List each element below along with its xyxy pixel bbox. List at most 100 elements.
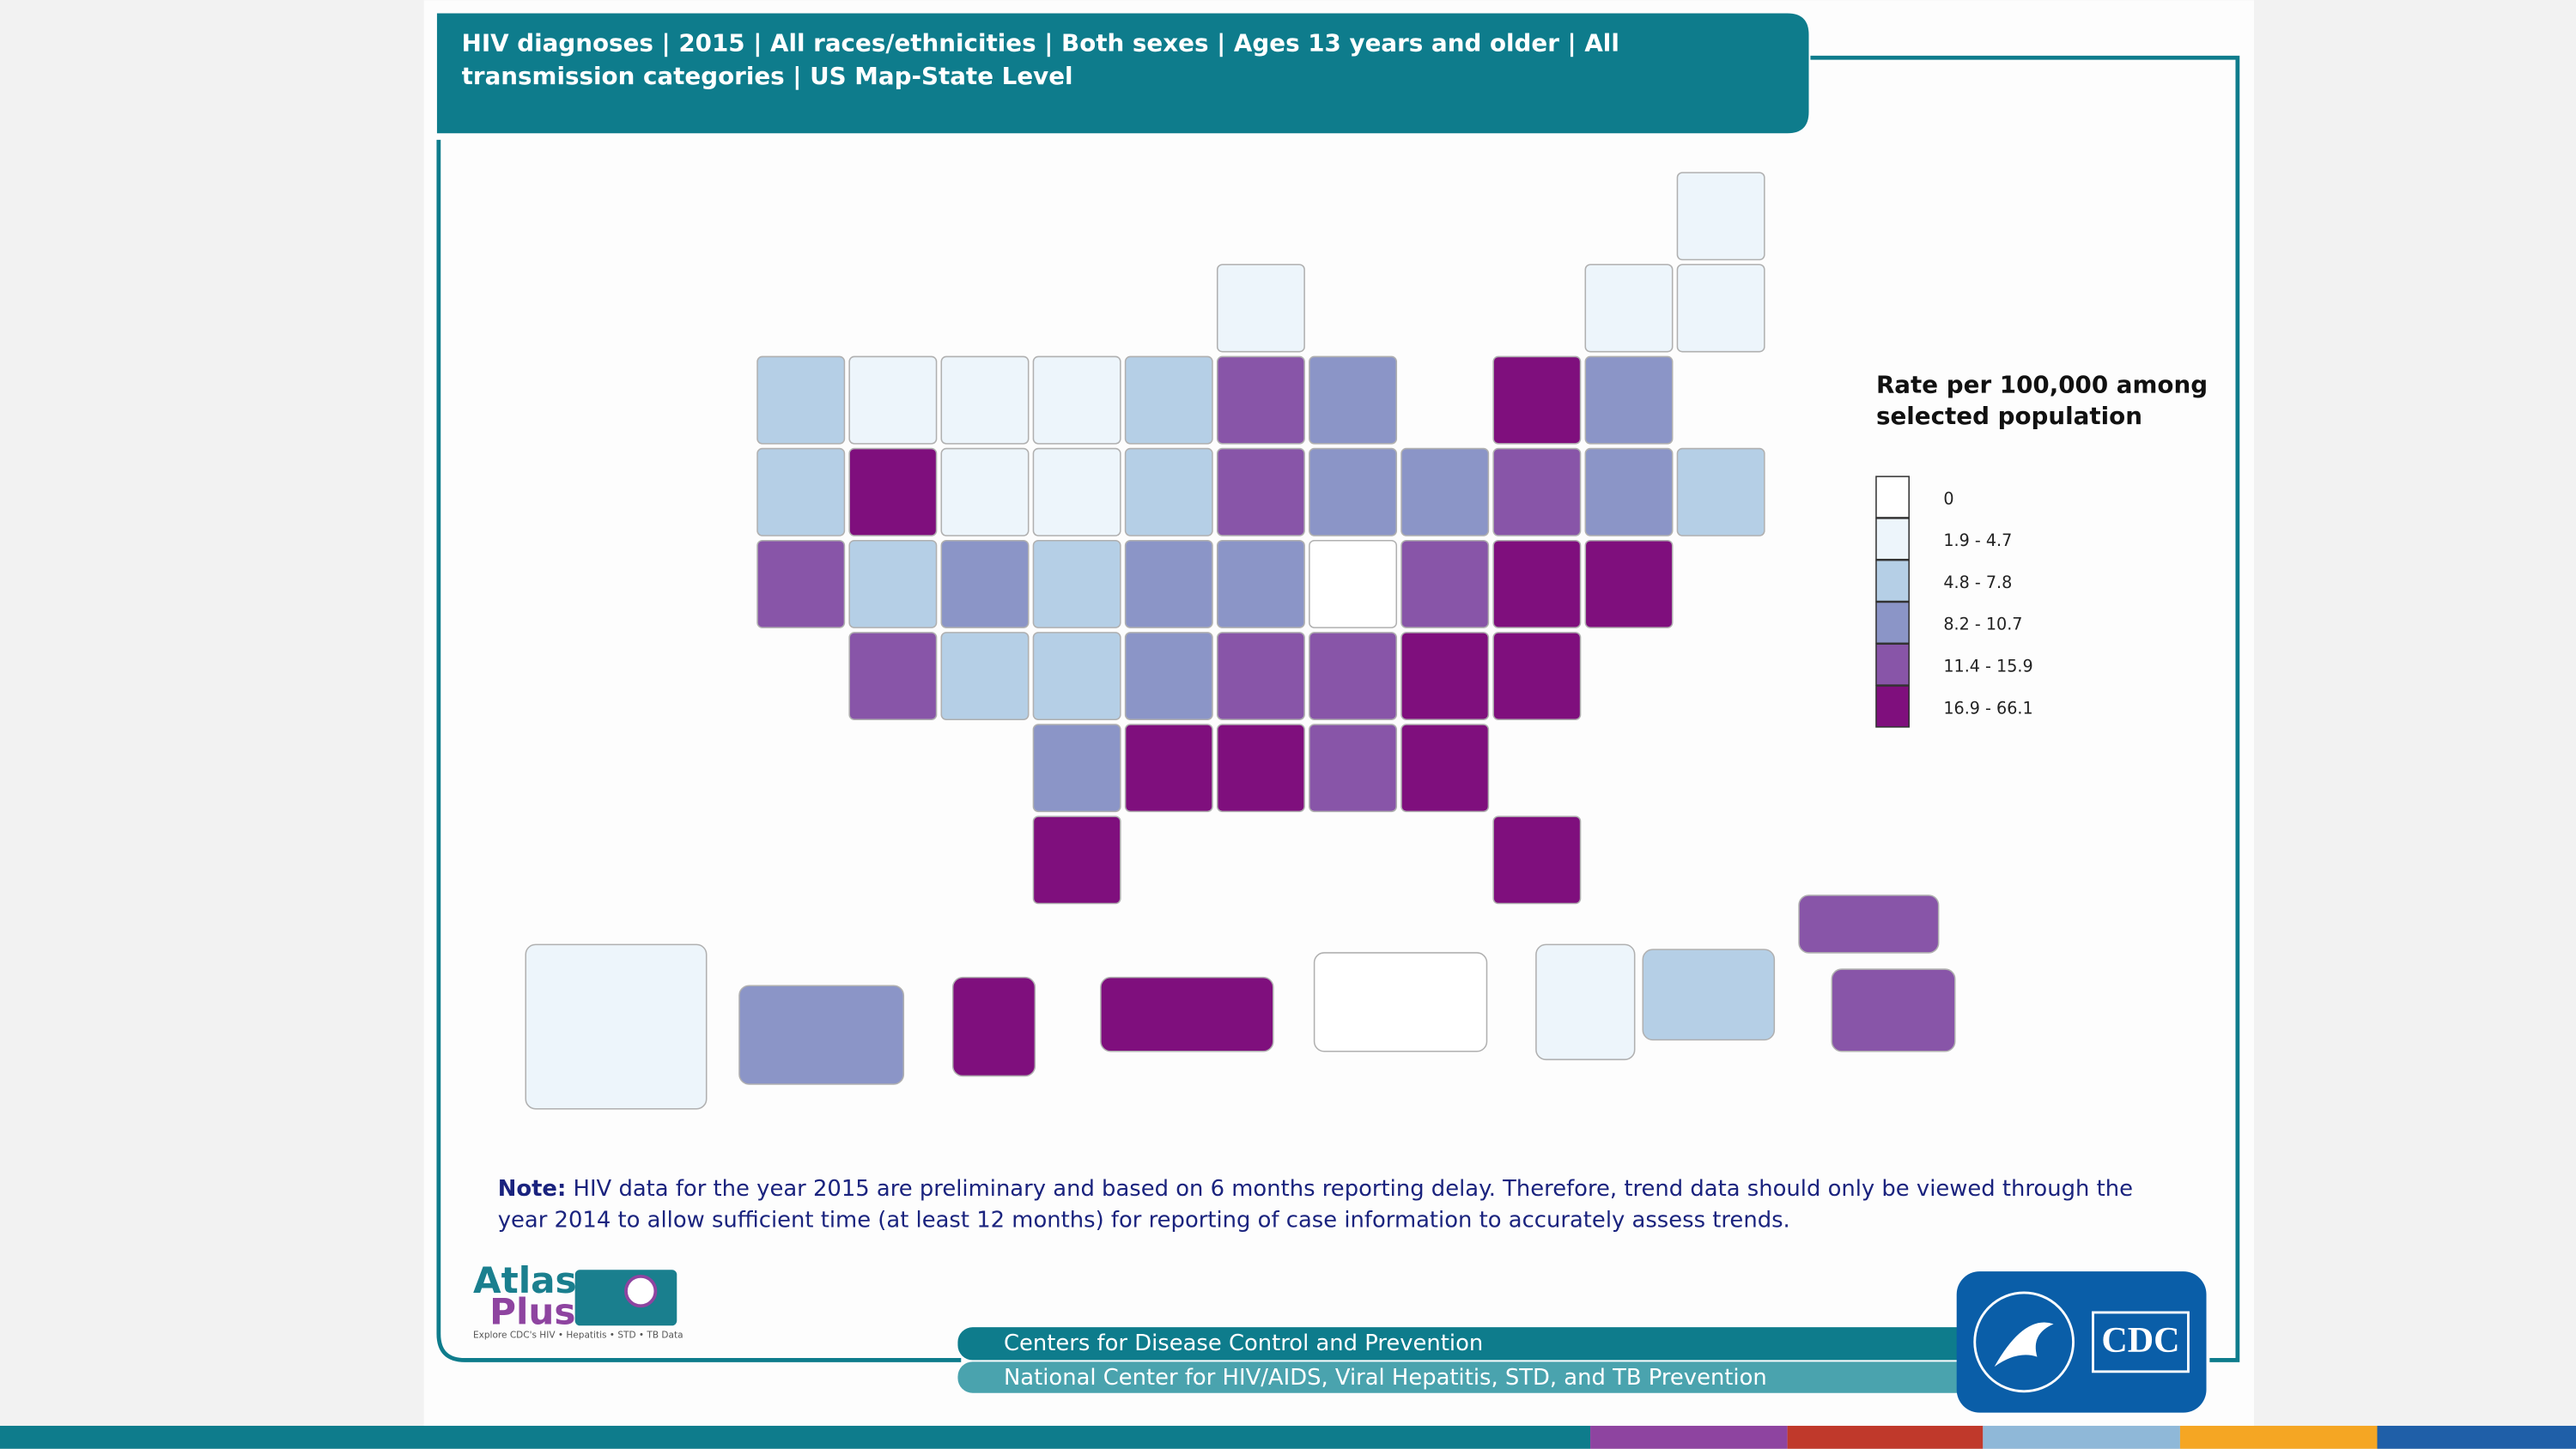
cdc-box — [2092, 1311, 2190, 1373]
title-banner — [436, 13, 1809, 134]
state — [940, 355, 1030, 445]
state — [1216, 539, 1305, 628]
state — [1032, 815, 1121, 905]
map — [525, 172, 1956, 1110]
state — [940, 632, 1030, 721]
bar-segment — [1787, 1425, 1984, 1449]
legend-swatch — [1875, 559, 1910, 603]
state — [1400, 447, 1490, 537]
state — [1676, 264, 1765, 353]
hhs-seal — [1973, 1291, 2075, 1393]
legend-label: 16.9 - 66.1 — [1943, 698, 2032, 718]
state — [1676, 172, 1765, 261]
bar-segment — [1590, 1425, 1788, 1449]
legend: 0 1.9 - 4.7 4.8 - 7.8 8.2 - 10.7 11.4 - 15.9… — [1875, 476, 2033, 728]
state — [1216, 264, 1305, 353]
state — [940, 447, 1030, 537]
legend-swatch — [1875, 643, 1910, 686]
territory — [1831, 968, 1956, 1052]
territory — [1535, 943, 1636, 1061]
state — [1032, 632, 1121, 721]
state — [1032, 447, 1121, 537]
territory — [1798, 894, 1940, 954]
state — [940, 539, 1030, 628]
state — [1676, 447, 1765, 537]
bar-segment — [2179, 1425, 2378, 1449]
state — [1124, 447, 1213, 537]
note: Note: HIV data for the year 2015 are pre… — [498, 1174, 2174, 1237]
state — [1492, 355, 1582, 445]
state — [848, 632, 938, 721]
logo-line2: Plus — [489, 1290, 575, 1332]
state — [1400, 632, 1490, 721]
legend-swatch — [1875, 601, 1910, 645]
footer-bar — [957, 1361, 2009, 1393]
state — [1492, 815, 1582, 905]
state — [1584, 355, 1674, 445]
state — [1584, 447, 1674, 537]
note-box: Note: HIV data for the year 2015 are pre… — [498, 1174, 2174, 1237]
state — [1584, 539, 1674, 628]
state — [1216, 355, 1305, 445]
state — [1309, 539, 1398, 628]
logo-line1: Atlas — [473, 1259, 577, 1301]
state — [848, 355, 938, 445]
territory — [525, 943, 708, 1110]
territory — [1100, 976, 1274, 1052]
state — [1400, 539, 1490, 628]
territory — [951, 976, 1036, 1077]
state — [1216, 632, 1305, 721]
state — [756, 539, 846, 628]
legend-label: 0 — [1943, 488, 1953, 508]
state — [1492, 632, 1582, 721]
state — [756, 447, 846, 537]
legend-swatch — [1875, 518, 1910, 561]
cdc-text: CDC — [2101, 1320, 2179, 1361]
legend-swatch — [1875, 685, 1910, 728]
cdc-badge — [1956, 1271, 2207, 1413]
cdc-logo: CDC — [1956, 1271, 2207, 1413]
logo-lens — [624, 1274, 658, 1308]
hhs-eagle — [1994, 1322, 2054, 1367]
state — [1216, 724, 1305, 813]
state — [1124, 355, 1213, 445]
legend-label: 4.8 - 7.8 — [1943, 573, 2012, 592]
footer: Centers for Disease Control and Preventi… — [957, 1327, 2009, 1393]
logo-tagline: Explore CDC's HIV • Hepatitis • STD • TB… — [473, 1331, 683, 1341]
state — [1309, 724, 1398, 813]
bottom-bar — [0, 1425, 2576, 1449]
legend-label: 1.9 - 4.7 — [1943, 530, 2012, 550]
bar-segment — [2377, 1425, 2576, 1449]
territory — [1313, 952, 1488, 1052]
state — [1492, 539, 1582, 628]
footer-line1: Centers for Disease Control and Preventi… — [1004, 1331, 1483, 1356]
note-label: Note: — [497, 1176, 567, 1203]
legend-swatch — [1875, 476, 1910, 518]
bar-segment — [1983, 1425, 2180, 1449]
title: HIV diagnoses | 2015 | All races/ethnici… — [461, 31, 1619, 91]
state — [848, 447, 938, 537]
state — [1032, 724, 1121, 813]
legend-label: 8.2 - 10.7 — [1943, 615, 2022, 634]
state — [848, 539, 938, 628]
state — [1584, 264, 1674, 353]
state — [1309, 447, 1398, 537]
state — [1032, 355, 1121, 445]
state — [1492, 447, 1582, 537]
bar-segment — [0, 1425, 1591, 1449]
title-box: HIV diagnoses | 2015 | All races/ethnici… — [461, 31, 1619, 91]
footer-line2: National Center for HIV/AIDS, Viral Hepa… — [1004, 1365, 1767, 1391]
state — [1400, 724, 1490, 813]
legend-title-box: Rate per 100,000 among selected populati… — [1876, 373, 2208, 431]
state — [1032, 539, 1121, 628]
legend-label: 11.4 - 15.9 — [1943, 657, 2032, 676]
state — [1124, 632, 1213, 721]
state — [1124, 724, 1213, 813]
territory — [1642, 949, 1776, 1041]
footer-bar — [957, 1327, 2009, 1361]
atlasplus-logo: Atlas Plus Explore CDC's HIV • Hepatitis… — [473, 1259, 683, 1341]
state — [756, 355, 846, 445]
frame — [436, 55, 2240, 1362]
